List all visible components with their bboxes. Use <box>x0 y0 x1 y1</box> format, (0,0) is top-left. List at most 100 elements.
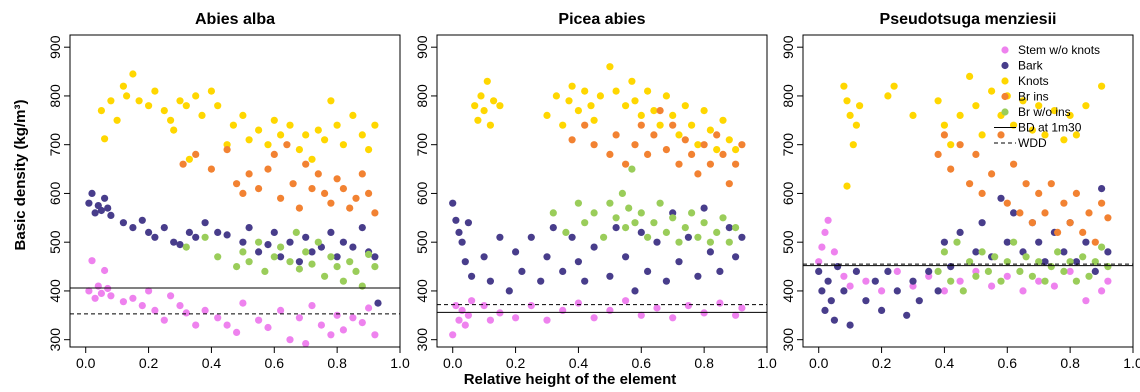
data-point <box>719 214 727 222</box>
data-point <box>537 277 545 285</box>
data-point <box>988 282 996 290</box>
data-point <box>371 253 379 261</box>
data-point <box>145 102 153 110</box>
data-point <box>830 248 839 256</box>
data-point <box>662 146 671 154</box>
data-point <box>700 204 708 212</box>
y-tick-label: 600 <box>414 182 430 206</box>
data-point <box>600 233 608 241</box>
data-point <box>192 233 200 241</box>
data-point <box>590 116 598 124</box>
data-point <box>893 267 901 275</box>
data-point <box>1066 111 1074 119</box>
data-point <box>107 292 115 300</box>
data-point <box>352 267 360 275</box>
data-point <box>101 194 109 202</box>
data-point <box>97 289 105 297</box>
data-point <box>574 107 583 115</box>
data-point <box>88 257 96 265</box>
data-point <box>631 219 639 227</box>
series-knots <box>97 70 379 163</box>
data-point <box>568 233 576 241</box>
data-point <box>1091 267 1099 275</box>
data-point <box>277 243 285 251</box>
data-point <box>824 216 832 224</box>
data-point <box>1003 272 1011 280</box>
data-point <box>843 182 851 190</box>
data-point <box>314 126 322 134</box>
data-point <box>966 72 974 80</box>
series-stem <box>85 257 379 348</box>
data-point <box>725 238 733 246</box>
data-point <box>207 165 215 173</box>
y-tick-label: 700 <box>47 133 63 157</box>
data-point <box>480 253 488 261</box>
data-point <box>934 97 942 105</box>
data-point <box>681 136 689 144</box>
data-point <box>295 146 303 154</box>
data-point <box>1066 267 1074 275</box>
data-point <box>339 141 347 149</box>
data-point <box>295 204 303 212</box>
y-tick-label: 300 <box>780 328 796 352</box>
data-point <box>884 92 892 100</box>
data-point <box>1047 263 1055 271</box>
data-point <box>631 287 639 295</box>
data-point <box>628 165 636 173</box>
series-brwo <box>549 165 740 246</box>
data-point <box>167 116 175 124</box>
data-point <box>468 272 476 280</box>
data-point <box>176 302 184 310</box>
data-point <box>292 228 300 236</box>
data-point <box>119 219 127 227</box>
panel-title: Pseudotsuga menziesii <box>880 11 1057 28</box>
data-point <box>1019 287 1027 295</box>
data-point <box>201 219 209 227</box>
data-point <box>612 214 620 222</box>
data-point <box>738 141 746 149</box>
data-point <box>956 277 964 285</box>
data-point <box>625 204 633 212</box>
y-tick-label: 900 <box>780 35 796 59</box>
data-point <box>346 204 354 212</box>
data-point <box>1010 209 1018 217</box>
x-tick-label: 0.6 <box>265 355 285 371</box>
data-point <box>314 238 322 246</box>
panel-title: Picea abies <box>558 11 645 28</box>
data-point <box>934 287 942 295</box>
data-point <box>1041 258 1049 266</box>
data-point <box>91 209 99 217</box>
data-point <box>568 136 576 144</box>
data-point <box>486 316 494 324</box>
y-tick-label: 700 <box>780 133 796 157</box>
data-point <box>732 224 740 232</box>
data-point <box>656 121 664 129</box>
data-point <box>637 209 645 217</box>
data-point <box>644 233 652 241</box>
data-point <box>706 248 715 256</box>
data-point <box>1054 228 1062 236</box>
data-point <box>562 228 570 236</box>
data-point <box>101 135 109 143</box>
data-point <box>283 141 291 149</box>
x-tick-label: 0.8 <box>1060 355 1080 371</box>
data-point <box>644 150 652 158</box>
x-tick-label: 0.2 <box>506 355 526 371</box>
data-point <box>170 126 178 134</box>
data-point <box>1035 277 1043 285</box>
data-point <box>972 248 980 256</box>
data-point <box>179 160 187 168</box>
data-point <box>956 111 964 119</box>
data-point <box>245 170 253 178</box>
data-point <box>461 258 469 266</box>
data-point <box>650 219 658 227</box>
data-point <box>321 189 329 197</box>
data-point <box>192 150 200 158</box>
data-point <box>1066 219 1074 227</box>
data-point <box>738 304 746 312</box>
data-point <box>85 287 93 295</box>
data-point <box>956 141 964 149</box>
data-point <box>818 243 826 251</box>
data-point <box>1060 248 1068 256</box>
panel-title: Abies alba <box>195 11 275 28</box>
